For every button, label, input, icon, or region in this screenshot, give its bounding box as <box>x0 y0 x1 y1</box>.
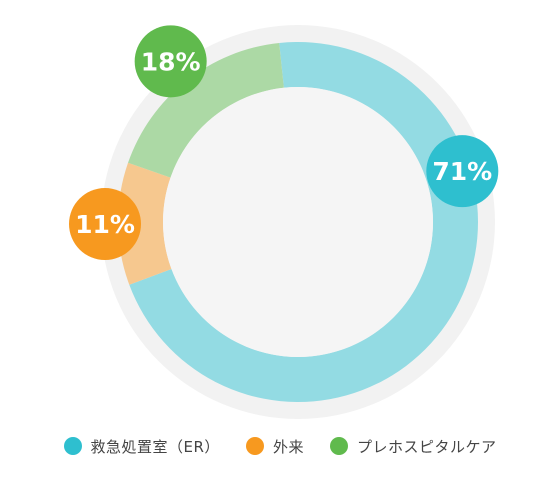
donut-slice-3 <box>128 42 284 178</box>
legend-swatch-1 <box>63 437 82 455</box>
legend-item-2: 外来 <box>245 436 304 457</box>
legend-label-1: 救急処置室（ER） <box>90 437 220 456</box>
legend-swatch-3 <box>329 437 348 455</box>
donut-slice-2 <box>118 162 172 285</box>
legend-item-1: 救急処置室（ER） <box>63 436 220 457</box>
legend-label-3: プレホスピタルケア <box>356 437 497 456</box>
percent-label-1: 71% <box>432 157 492 186</box>
legend-swatch-2 <box>245 437 264 455</box>
percent-label-2: 11% <box>75 210 135 239</box>
chart-legend: 救急処置室（ER） 外来 プレホスピタルケア <box>0 428 560 464</box>
legend-item-3: プレホスピタルケア <box>329 436 497 457</box>
donut-center <box>163 87 433 357</box>
donut-chart: 71% 11% 18% <box>69 25 499 419</box>
percent-bubble-3 <box>134 25 207 98</box>
donut-chart-svg: 71% 11% 18% <box>69 25 499 419</box>
percent-label-3: 18% <box>141 47 201 76</box>
legend-label-2: 外来 <box>272 437 304 456</box>
percent-bubble-1 <box>426 135 499 208</box>
percent-bubble-2 <box>69 188 142 261</box>
